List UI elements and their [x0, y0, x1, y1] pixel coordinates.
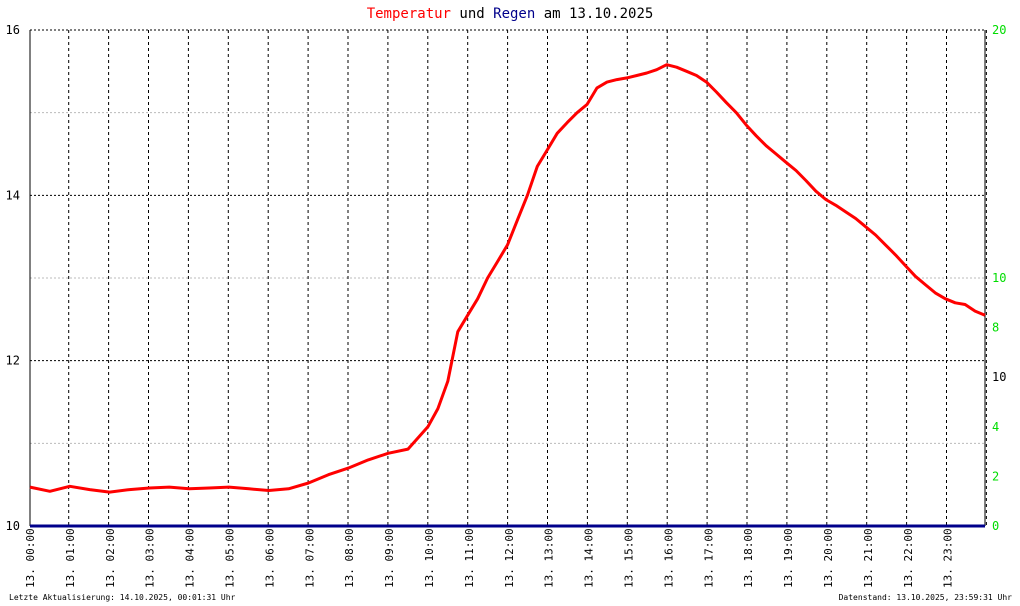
last-update-label: Letzte Aktualisierung: 14.10.2025, 00:01… [9, 593, 236, 602]
x-tick-label: 13. 14:00 [583, 528, 596, 588]
tick-labels: 13. 00:00 13. 01:00 13. 02:00 13. 03:00 13. … [6, 23, 1007, 588]
y-right-tick-label: 4 [992, 420, 999, 434]
x-tick-label: 13. 17:00 [702, 528, 715, 588]
grid [30, 30, 987, 526]
y-right-tick-label: 2 [992, 469, 999, 483]
axes [29, 29, 986, 526]
series [29, 63, 986, 528]
x-tick-label: 13. 09:00 [383, 528, 396, 588]
x-tick-label: 13. 03:00 [144, 528, 157, 588]
x-tick-label: 13. 07:00 [303, 528, 316, 588]
x-tick-label: 13. 04:00 [184, 528, 197, 588]
chart-title: Temperatur und Regen am 13.10.2025 [367, 6, 654, 22]
x-tick-label: 13. 08:00 [343, 528, 356, 588]
x-tick-label: 13. 10:00 [423, 528, 436, 588]
x-tick-label: 13. 12:00 [503, 528, 516, 588]
x-tick-label: 13. 20:00 [822, 528, 835, 588]
x-tick-label: 13. 21:00 [862, 528, 875, 588]
x-tick-label: 13. 00:00 [24, 528, 37, 588]
x-tick-label: 13. 22:00 [902, 528, 915, 588]
y-left-tick-label: 16 [6, 23, 20, 37]
x-tick-label: 13. 11:00 [463, 528, 476, 588]
x-tick-label: 13. 13:00 [543, 528, 556, 588]
chart-title-part: Regen [493, 6, 535, 22]
y-left-tick-label: 14 [6, 188, 20, 202]
y-right-tick-label: 0 [992, 519, 999, 533]
x-tick-label: 13. 01:00 [64, 528, 77, 588]
x-tick-label: 13. 19:00 [782, 528, 795, 588]
x-tick-label: 13. 05:00 [224, 528, 237, 588]
y-right-extra-label: 10 [992, 370, 1006, 384]
y-left-tick-label: 12 [6, 354, 20, 368]
chart-title-part: am 13.10.2025 [535, 6, 653, 22]
y-right-tick-label: 10 [992, 271, 1006, 285]
chart-title-part: und [451, 6, 493, 22]
series-line-temperatur [29, 63, 986, 494]
y-left-tick-label: 10 [6, 519, 20, 533]
x-tick-label: 13. 18:00 [742, 528, 755, 588]
chart-title-part: Temperatur [367, 6, 451, 22]
x-tick-label: 13. 15:00 [623, 528, 636, 588]
y-right-tick-label: 20 [992, 23, 1006, 37]
y-right-tick-label: 8 [992, 321, 999, 335]
x-tick-label: 13. 16:00 [662, 528, 675, 588]
x-tick-label: 13. 23:00 [942, 528, 955, 588]
data-status-label: Datenstand: 13.10.2025, 23:59:31 Uhr [838, 593, 1012, 602]
x-tick-label: 13. 06:00 [263, 528, 276, 588]
x-tick-label: 13. 02:00 [104, 528, 117, 588]
